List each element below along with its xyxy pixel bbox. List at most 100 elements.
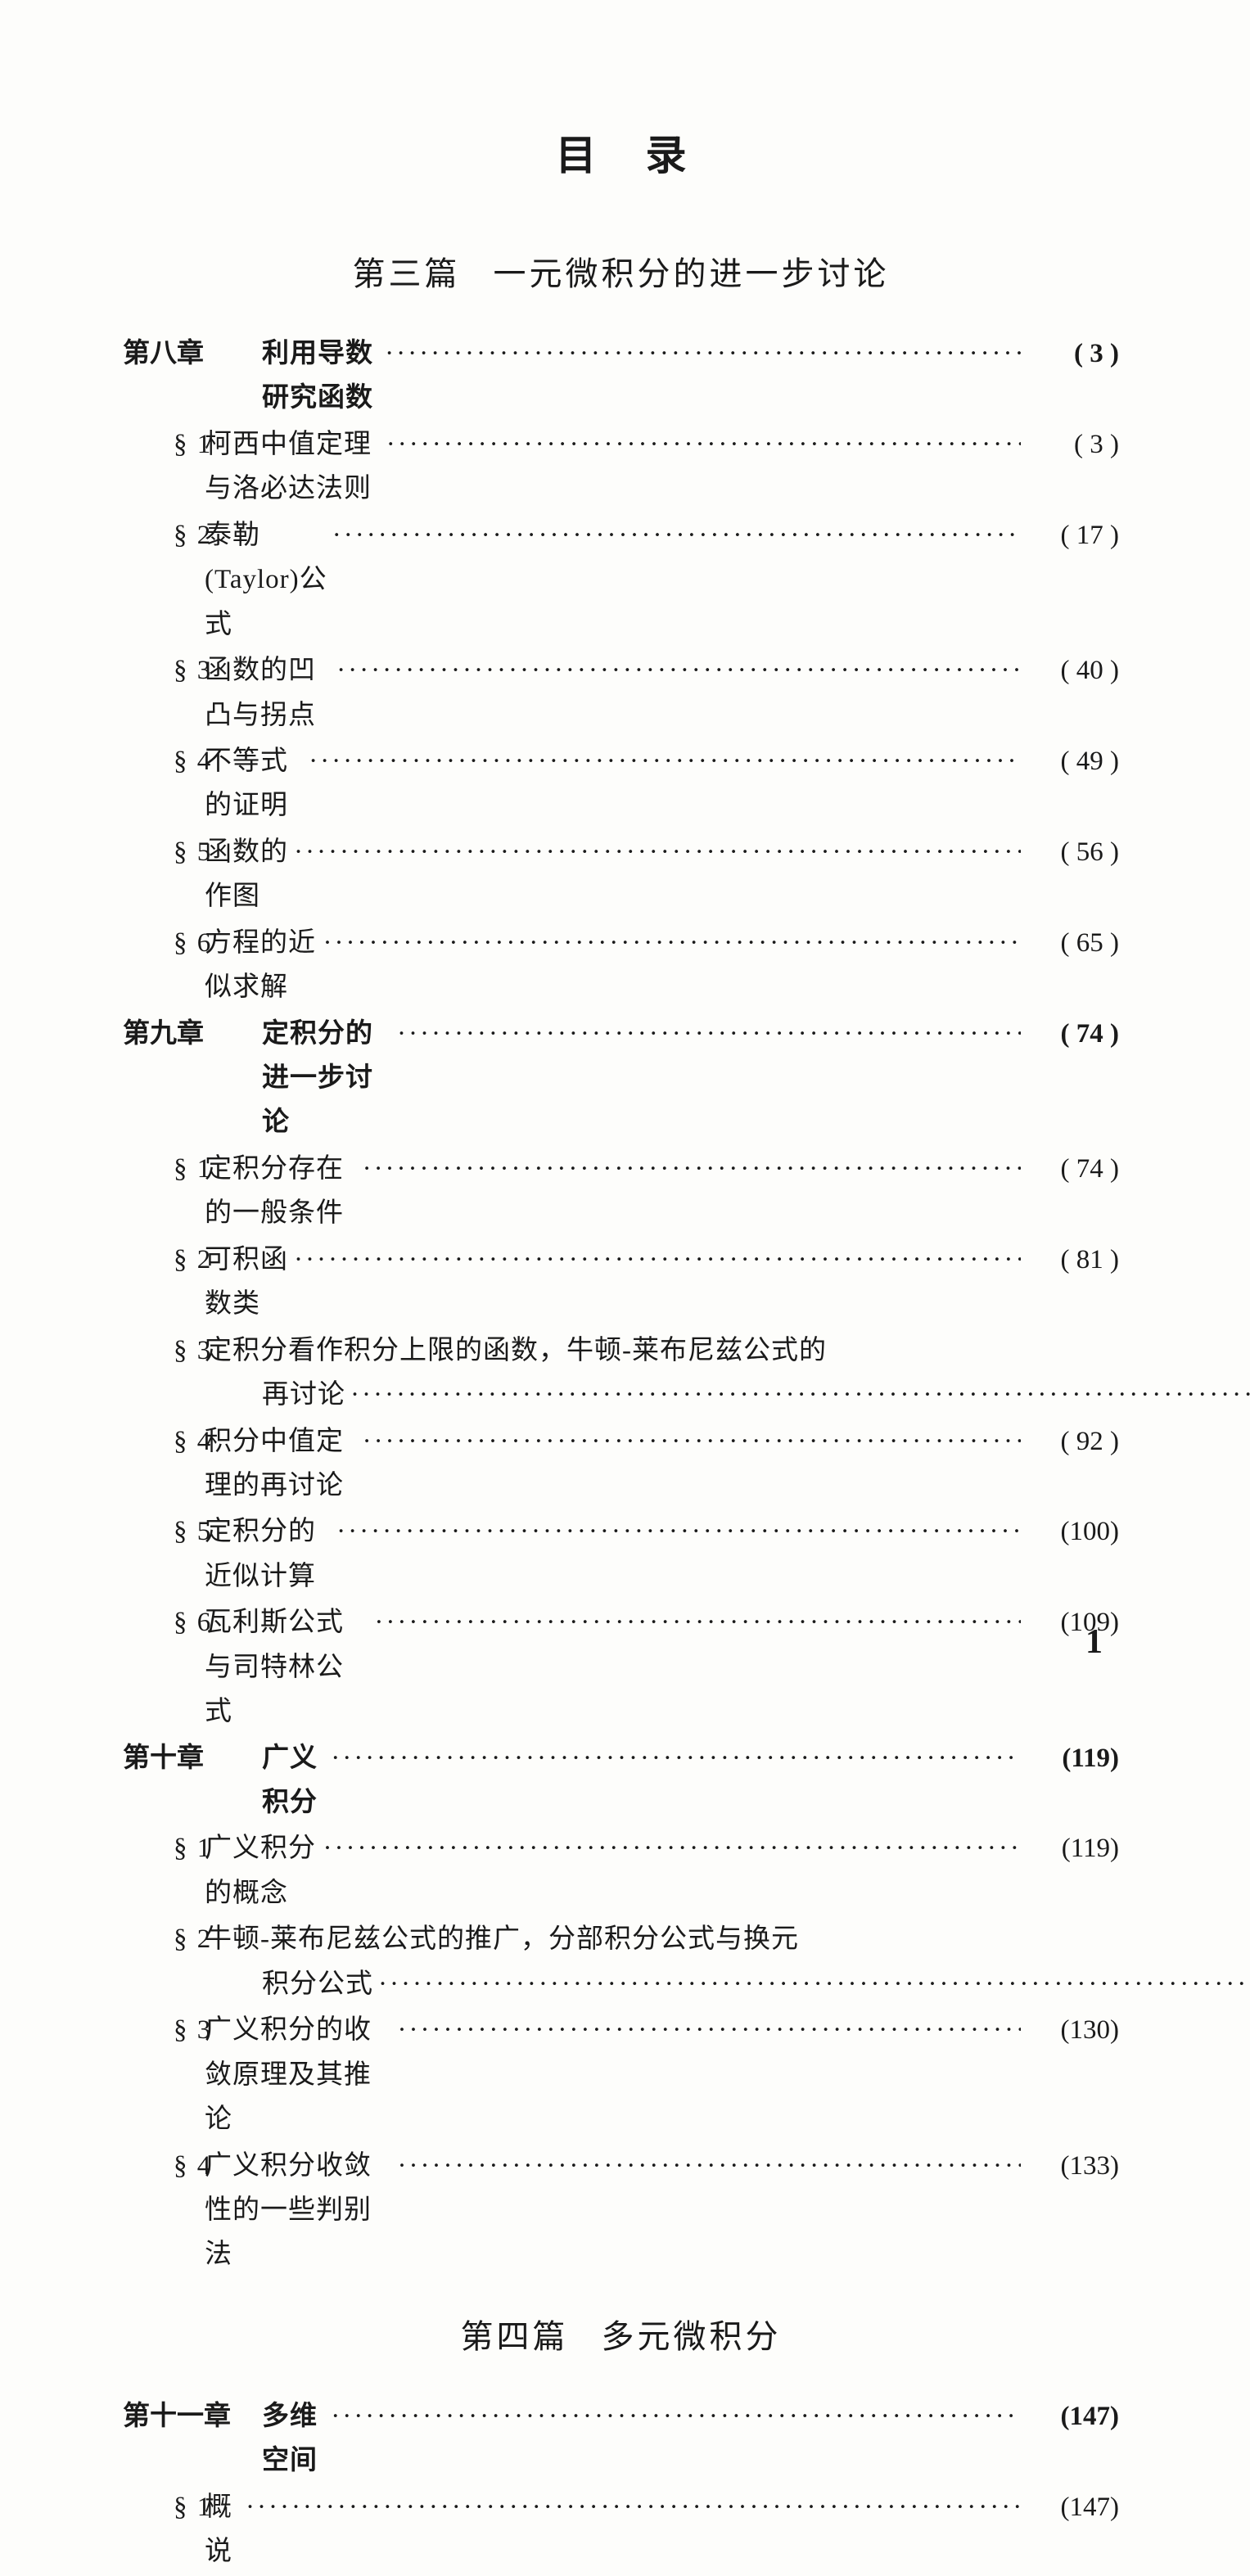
toc-section-row: § 1定积分存在的一般条件 ( 74 ) (123, 1147, 1119, 1236)
section-label: 函数的作图 (205, 830, 289, 919)
toc-page-ref: ( 56 ) (1021, 830, 1119, 874)
leader-dots (380, 332, 1021, 376)
toc-page-ref: ( 81 ) (1021, 1238, 1119, 1282)
leader-dots (345, 1373, 1250, 1417)
leader-dots (289, 830, 1021, 874)
section-label: 泰勒 (Taylor)公式 (205, 513, 327, 647)
toc-section-row: § 3定积分看作积分上限的函数，牛顿-莱布尼兹公式的再讨论( 87 ) (123, 1329, 1119, 1418)
section-label-line2: 积分公式 (262, 1962, 373, 2006)
toc-page-ref: (147) (1021, 2485, 1119, 2529)
toc-page-ref: (119) (1021, 1826, 1119, 1870)
toc-page-ref: ( 74 ) (1021, 1147, 1119, 1191)
section-prefix: § 3 (123, 2008, 205, 2052)
section-label: 柯西中值定理与洛必达法则 (205, 422, 381, 512)
toc-section-row: § 1概说 (147) (123, 2485, 1119, 2574)
section-label: 广义积分的收敛原理及其推论 (205, 2008, 393, 2141)
leader-dots (358, 1147, 1021, 1191)
section-prefix: § 4 (123, 739, 205, 783)
section-label: 方程的近似求解 (205, 921, 318, 1010)
toc-page-ref: ( 49 ) (1021, 739, 1119, 783)
section-prefix: § 5 (123, 1509, 205, 1554)
chapter-prefix: 第十一章 (123, 2394, 262, 2438)
toc-page-ref: (147) (1021, 2394, 1119, 2438)
toc-chapter-row: 第十章广义积分(119) (123, 1736, 1119, 1825)
section-prefix: § 4 (123, 2144, 205, 2188)
section-prefix: § 2 (123, 1238, 205, 1282)
section-prefix: § 2 (123, 513, 205, 557)
leader-dots (327, 513, 1021, 557)
section-label: 不等式的证明 (205, 739, 304, 828)
section-prefix: § 1 (123, 2485, 205, 2529)
section-prefix: § 3 (123, 1329, 205, 1373)
leader-dots (332, 648, 1021, 692)
section-label-line2: 再讨论 (262, 1373, 345, 1417)
page-number: 1 (1085, 1622, 1103, 1662)
leader-dots (381, 422, 1021, 467)
part-label: 第四篇 (461, 2318, 569, 2355)
toc-page-ref: ( 92 ) (1021, 1419, 1119, 1464)
section-prefix: § 5 (123, 830, 205, 874)
chapter-label: 定积分的进一步讨论 (262, 1012, 392, 1145)
chapter-prefix: 第十章 (123, 1736, 262, 1780)
toc-section-row: § 2泰勒 (Taylor)公式 ( 17 ) (123, 513, 1119, 647)
toc-section-row: § 6方程的近似求解( 65 ) (123, 921, 1119, 1010)
section-label: 定积分的近似计算 (205, 1509, 332, 1599)
toc-page-ref: (100) (1021, 1509, 1119, 1554)
toc-section-row: § 4积分中值定理的再讨论 ( 92 ) (123, 1419, 1119, 1509)
leader-dots (304, 739, 1021, 783)
section-label: 广义积分收敛性的一些判别法 (205, 2144, 393, 2277)
toc-section-row: § 6瓦利斯公式与司特林公式(109) (123, 1600, 1119, 1734)
toc-section-row: § 2牛顿-莱布尼兹公式的推广，分部积分公式与换元积分公式(124) (123, 1917, 1119, 2006)
section-prefix: § 4 (123, 1419, 205, 1464)
toc-section-row: § 5函数的作图 ( 56 ) (123, 830, 1119, 919)
section-label-continuation: 积分公式(124) (123, 1962, 1250, 2006)
part-name: 一元微积分的进一步讨论 (494, 255, 890, 292)
section-label: 概说 (205, 2485, 241, 2574)
chapter-label: 广义积分 (262, 1736, 326, 1825)
chapter-label: 多维空间 (262, 2394, 326, 2484)
toc-section-row: § 5定积分的近似计算 (100) (123, 1509, 1119, 1599)
leader-dots (369, 1600, 1021, 1644)
section-prefix: § 1 (123, 1147, 205, 1191)
toc-chapter-row: 第十一章多维空间 (147) (123, 2394, 1119, 2484)
section-prefix: § 2 (123, 1917, 205, 1961)
section-label: 函数的凹凸与拐点 (205, 648, 332, 738)
toc-section-row: § 2可积函数类 ( 81 ) (123, 1238, 1119, 1327)
toc-page-ref: ( 17 ) (1021, 513, 1119, 557)
section-prefix: § 1 (123, 1826, 205, 1870)
toc-section-row: § 3函数的凹凸与拐点( 40 ) (123, 648, 1119, 738)
leader-dots (332, 1509, 1021, 1554)
section-label: 定积分存在的一般条件 (205, 1147, 358, 1236)
leader-dots (358, 1419, 1021, 1464)
toc-page-ref: ( 74 ) (1021, 1012, 1119, 1056)
toc-page-ref: ( 3 ) (1021, 332, 1119, 376)
leader-dots (326, 1736, 1021, 1780)
chapter-label: 利用导数研究函数 (262, 332, 380, 421)
section-label: 定积分看作积分上限的函数，牛顿-莱布尼兹公式的 (205, 1329, 1119, 1373)
section-label: 牛顿-莱布尼兹公式的推广，分部积分公式与换元 (205, 1917, 1119, 1961)
toc-section-row: § 3广义积分的收敛原理及其推论 (130) (123, 2008, 1119, 2141)
toc-section-row: § 1广义积分的概念(119) (123, 1826, 1119, 1915)
toc-chapter-row: 第九章定积分的进一步讨论( 74 ) (123, 1012, 1119, 1145)
section-prefix: § 1 (123, 422, 205, 467)
section-label: 积分中值定理的再讨论 (205, 1419, 358, 1509)
leader-dots (326, 2394, 1021, 2438)
part-label: 第三篇 (353, 255, 461, 292)
leader-dots (373, 1962, 1250, 2006)
leader-dots (318, 1826, 1021, 1870)
toc-page-ref: (133) (1021, 2144, 1119, 2188)
leader-dots (393, 2144, 1021, 2188)
toc-page: 目录 第三篇一元微积分的进一步讨论第八章利用导数研究函数( 3 )§ 1柯西中值… (123, 123, 1119, 2576)
leader-dots (318, 921, 1021, 965)
leader-dots (393, 2008, 1021, 2052)
page-title: 目录 (123, 123, 1119, 182)
section-prefix: § 6 (123, 921, 205, 965)
toc-section-row: § 4广义积分收敛性的一些判别法 (133) (123, 2144, 1119, 2277)
toc-chapter-row: 第八章利用导数研究函数( 3 ) (123, 332, 1119, 421)
toc-page-ref: (109) (1021, 1600, 1119, 1644)
section-label-continuation: 再讨论( 87 ) (123, 1373, 1250, 1417)
toc-page-ref: (130) (1021, 2008, 1119, 2052)
toc-page-ref: ( 40 ) (1021, 648, 1119, 692)
toc-page-ref: ( 3 ) (1021, 422, 1119, 467)
section-label: 可积函数类 (205, 1238, 289, 1327)
